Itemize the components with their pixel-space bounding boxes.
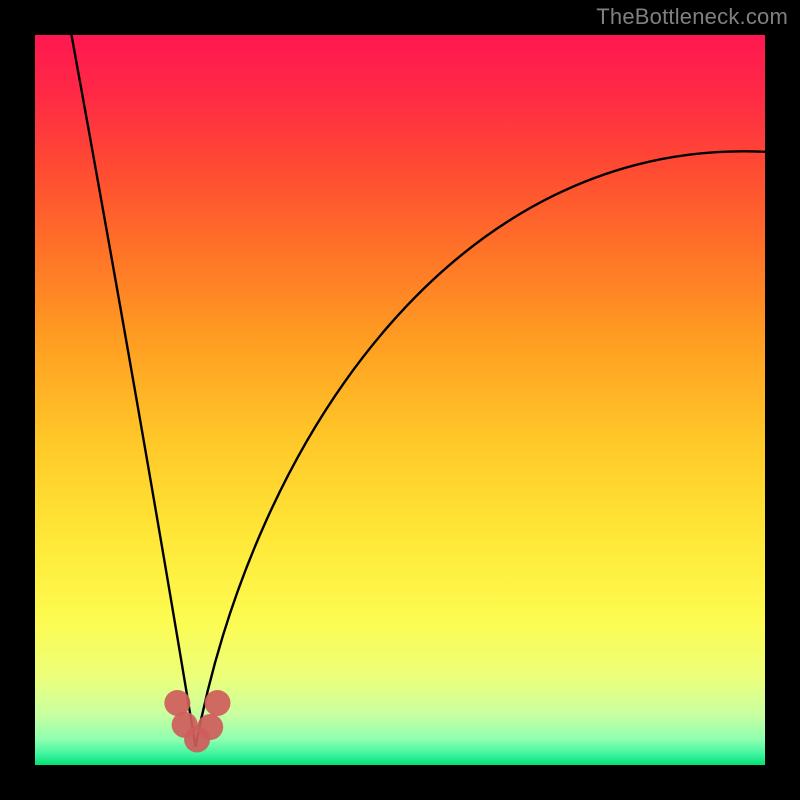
watermark-text: TheBottleneck.com <box>596 4 788 30</box>
plot-area <box>35 35 765 765</box>
chart-svg <box>0 0 800 800</box>
dip-marker <box>205 690 231 716</box>
chart-container: TheBottleneck.com <box>0 0 800 800</box>
dip-marker <box>197 714 223 740</box>
